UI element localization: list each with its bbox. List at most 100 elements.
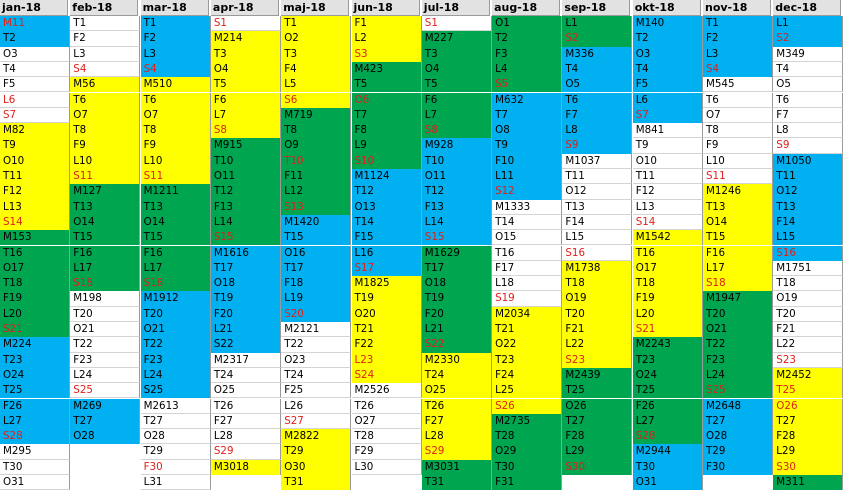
day-cell[interactable]: S18	[70, 276, 141, 292]
day-cell[interactable]: F27	[421, 413, 492, 430]
month-header[interactable]: sep-18	[562, 0, 631, 16]
day-cell[interactable]: S16	[773, 245, 844, 261]
day-cell[interactable]: L15	[773, 230, 844, 246]
day-cell[interactable]: T27	[70, 413, 141, 430]
day-cell[interactable]: F9	[70, 138, 141, 154]
day-cell[interactable]: S4	[703, 61, 773, 78]
day-cell[interactable]: O7	[703, 107, 773, 124]
day-cell[interactable]: O16	[281, 245, 352, 261]
day-cell[interactable]: T2	[0, 31, 70, 47]
day-cell[interactable]: F21	[773, 322, 844, 338]
day-cell[interactable]: M11	[0, 16, 70, 32]
day-cell[interactable]: S8	[421, 123, 492, 139]
day-cell[interactable]: S15	[421, 230, 492, 246]
day-cell[interactable]: O1	[492, 16, 563, 32]
day-cell[interactable]: M2613	[140, 398, 211, 414]
day-cell[interactable]: L24	[703, 367, 773, 384]
day-cell[interactable]: L20	[0, 306, 70, 322]
day-cell[interactable]: S11	[70, 169, 141, 185]
day-cell[interactable]: M1738	[562, 260, 633, 277]
day-cell[interactable]: M1825	[351, 276, 422, 292]
month-header[interactable]: maj-18	[281, 0, 350, 16]
day-cell[interactable]: O11	[421, 169, 492, 185]
day-cell[interactable]: F23	[70, 352, 141, 368]
day-cell[interactable]: S11	[703, 169, 773, 185]
day-cell[interactable]: T7	[492, 107, 563, 124]
day-cell[interactable]: L27	[632, 413, 703, 430]
day-cell[interactable]: S21	[0, 322, 70, 338]
day-cell[interactable]: L1	[773, 16, 844, 32]
day-cell[interactable]: M1947	[703, 291, 773, 307]
day-cell[interactable]: M2121	[281, 322, 352, 338]
day-cell[interactable]: S4	[70, 61, 141, 78]
day-cell[interactable]: L19	[281, 291, 352, 307]
day-cell[interactable]: T6	[140, 92, 211, 108]
day-cell[interactable]: S24	[351, 367, 422, 384]
day-cell[interactable]: S14	[0, 214, 70, 231]
day-cell[interactable]: T27	[703, 413, 773, 430]
day-cell[interactable]: O21	[703, 322, 773, 338]
day-cell[interactable]: O14	[140, 214, 211, 231]
day-cell[interactable]: T17	[210, 260, 281, 277]
day-cell[interactable]: F6	[210, 92, 281, 108]
day-cell[interactable]: F2	[70, 31, 141, 47]
day-cell[interactable]: S26	[492, 398, 563, 414]
day-cell[interactable]: T2	[632, 31, 703, 47]
day-cell[interactable]: F9	[140, 138, 211, 154]
day-cell[interactable]: O26	[773, 398, 844, 414]
day-cell[interactable]: L2	[351, 31, 422, 47]
day-cell[interactable]: M1420	[281, 214, 352, 231]
day-cell[interactable]: F31	[492, 475, 563, 490]
day-cell[interactable]: O19	[773, 291, 844, 307]
day-cell[interactable]: T13	[140, 199, 211, 215]
day-cell[interactable]: L12	[281, 184, 352, 200]
day-cell[interactable]: S28	[0, 429, 70, 445]
day-cell[interactable]: O21	[140, 322, 211, 338]
day-cell[interactable]: F19	[0, 291, 70, 307]
day-cell[interactable]: T25	[632, 383, 703, 399]
day-cell[interactable]: T8	[281, 123, 352, 139]
day-cell[interactable]: T18	[0, 276, 70, 292]
day-cell[interactable]: M423	[351, 61, 422, 78]
day-cell[interactable]: F12	[632, 184, 703, 200]
day-cell[interactable]: T17	[281, 260, 352, 277]
day-cell[interactable]: O25	[210, 383, 281, 399]
day-cell[interactable]: L18	[492, 276, 563, 292]
day-cell[interactable]: F3	[492, 46, 563, 62]
day-cell[interactable]: O28	[70, 429, 141, 445]
day-cell[interactable]: T14	[351, 214, 422, 231]
day-cell[interactable]: F15	[351, 230, 422, 246]
day-cell[interactable]: M2735	[492, 413, 563, 430]
day-cell[interactable]: M1616	[210, 245, 281, 261]
day-cell[interactable]: L14	[421, 214, 492, 231]
month-header[interactable]: feb-18	[70, 0, 139, 16]
day-cell[interactable]: O5	[773, 77, 844, 93]
day-cell[interactable]: F22	[351, 337, 422, 353]
day-cell[interactable]: M227	[421, 31, 492, 47]
day-cell[interactable]: L28	[210, 429, 281, 445]
day-cell[interactable]: S1	[210, 16, 281, 32]
day-cell[interactable]: L7	[421, 107, 492, 124]
day-cell[interactable]: T29	[140, 444, 211, 460]
day-cell[interactable]: M1246	[703, 184, 773, 200]
day-cell[interactable]: M2526	[351, 383, 422, 399]
day-cell[interactable]: T25	[562, 383, 633, 399]
day-cell[interactable]: L10	[70, 153, 141, 169]
day-cell[interactable]: M82	[0, 123, 70, 139]
day-cell[interactable]: T22	[140, 337, 211, 353]
day-cell[interactable]: T4	[0, 61, 70, 78]
month-header[interactable]: okt-18	[632, 0, 701, 16]
day-cell[interactable]: O6	[351, 92, 422, 108]
day-cell[interactable]: T16	[632, 245, 703, 261]
day-cell[interactable]: T23	[0, 352, 70, 368]
day-cell[interactable]: F12	[0, 184, 70, 200]
day-cell[interactable]: T30	[0, 459, 70, 475]
day-cell[interactable]: F13	[210, 199, 281, 215]
day-cell[interactable]: O12	[773, 184, 844, 200]
day-cell[interactable]: L27	[0, 413, 70, 430]
day-cell[interactable]: T13	[562, 199, 633, 215]
day-cell[interactable]: O19	[562, 291, 633, 307]
day-cell[interactable]: L15	[562, 230, 633, 246]
day-cell[interactable]: F16	[703, 245, 773, 261]
day-cell[interactable]: O28	[703, 429, 773, 445]
